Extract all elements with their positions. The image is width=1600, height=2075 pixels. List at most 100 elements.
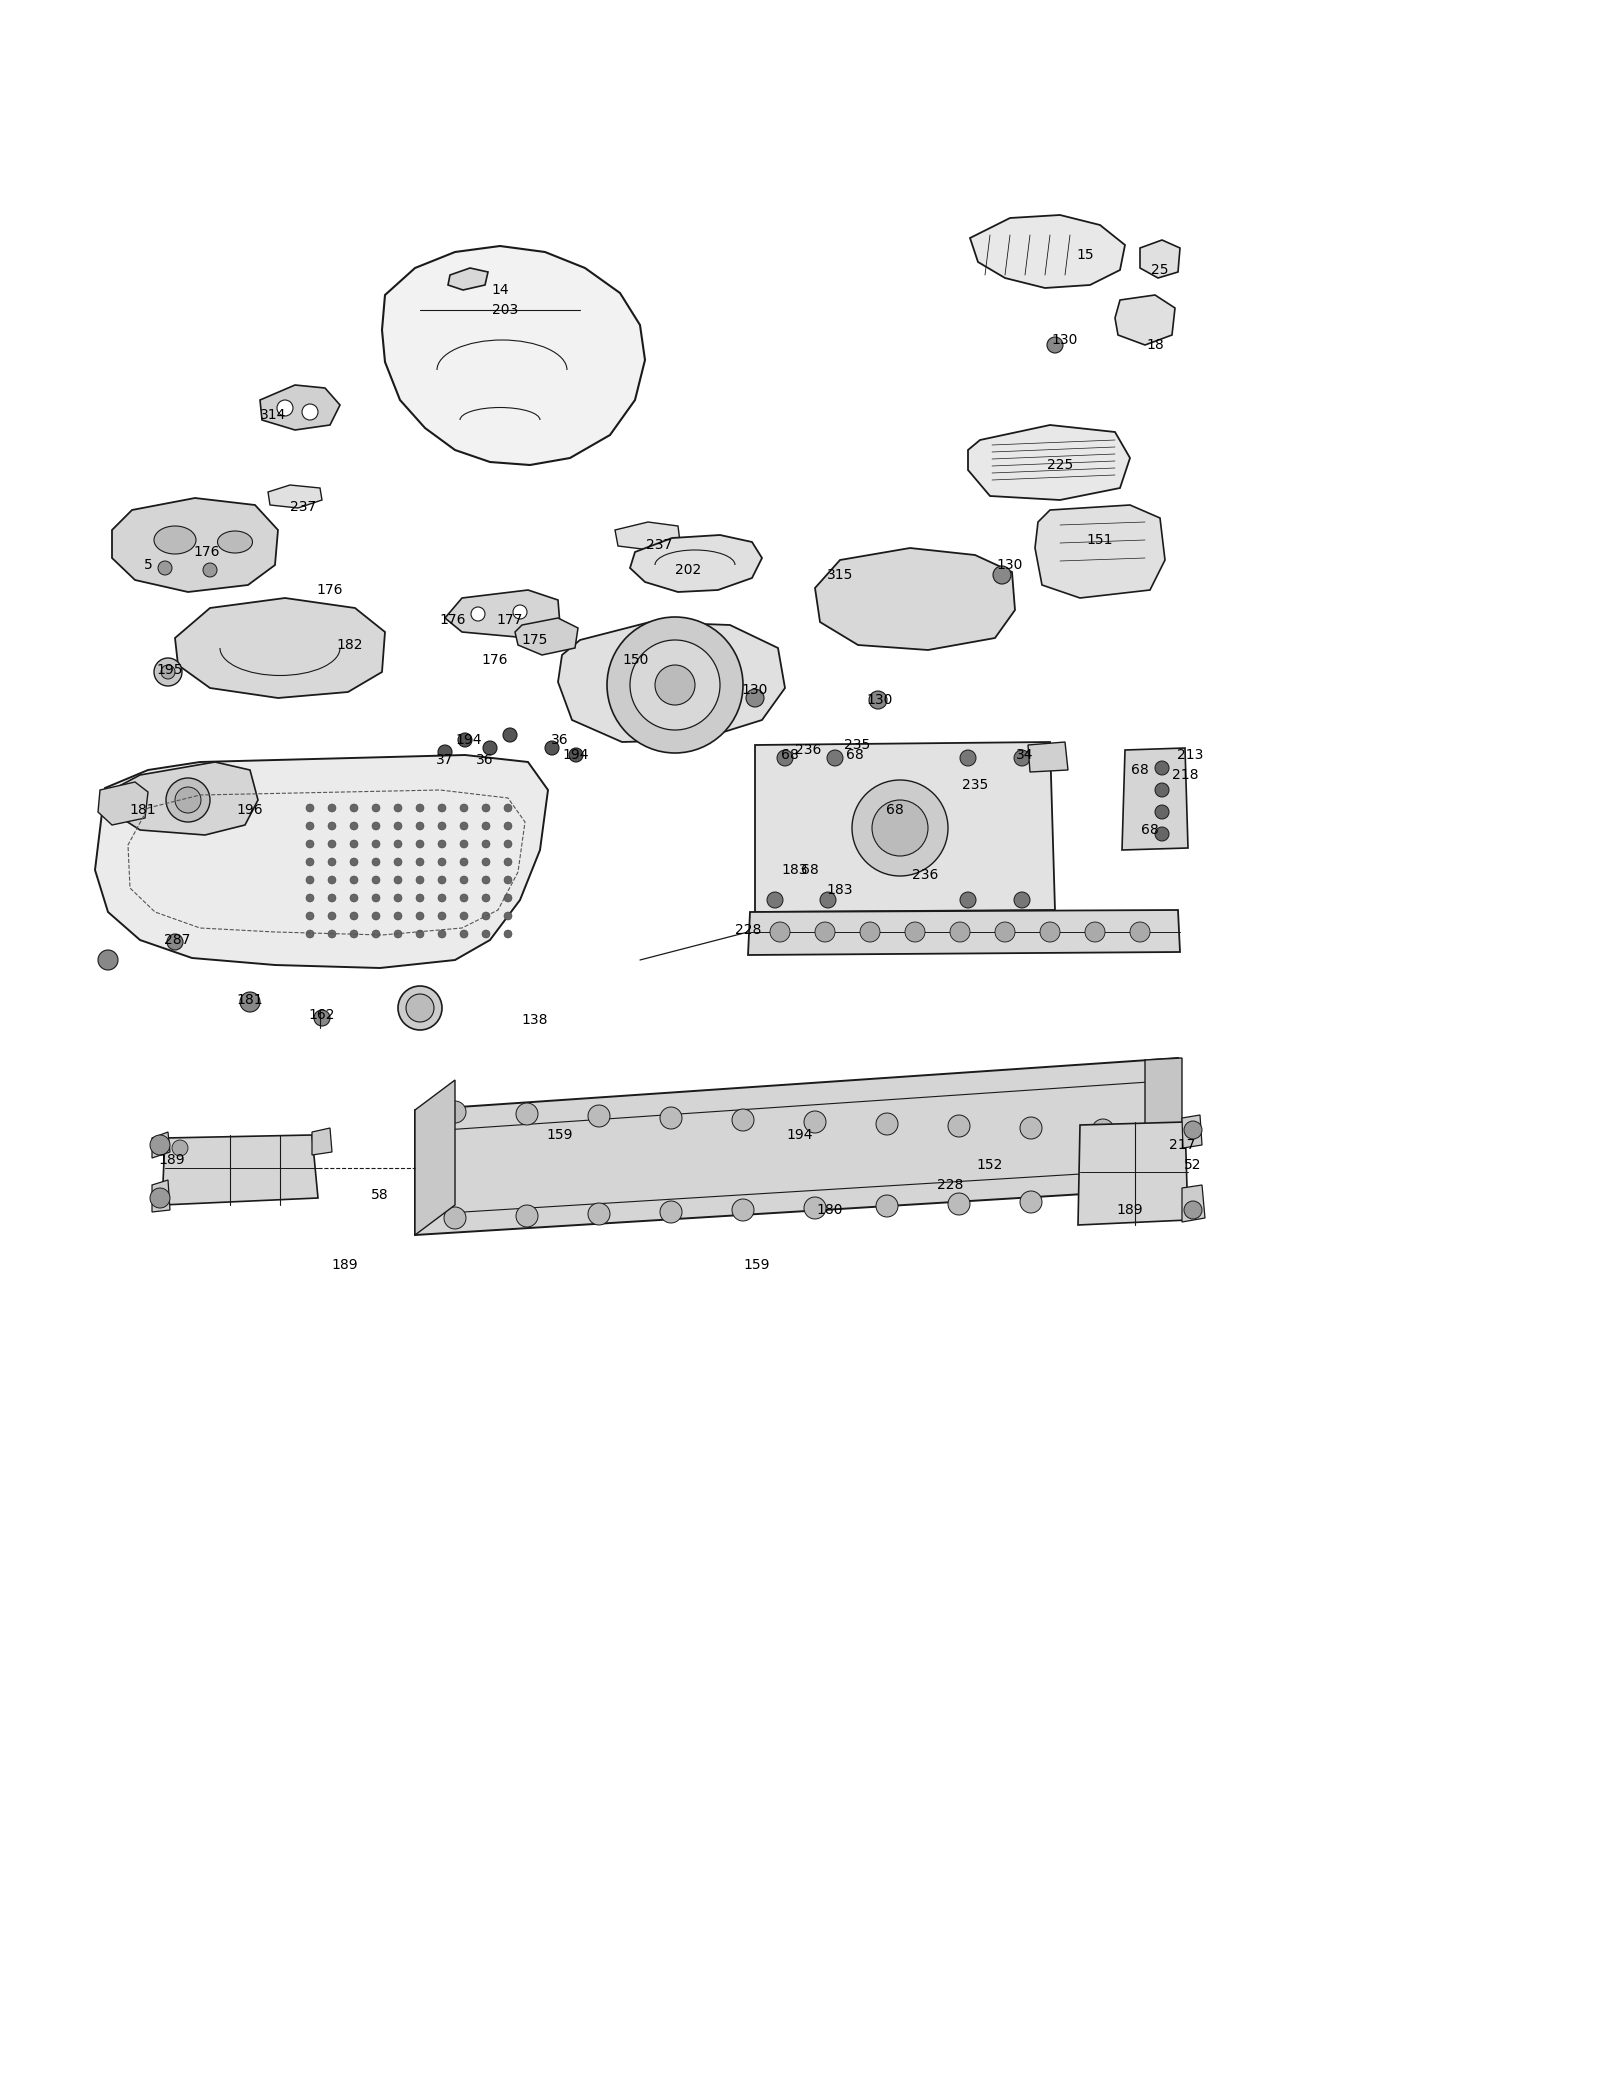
Circle shape [438, 803, 446, 811]
Polygon shape [162, 1135, 318, 1206]
Circle shape [1155, 762, 1170, 774]
Circle shape [778, 749, 794, 766]
Circle shape [416, 913, 424, 919]
Text: 68: 68 [802, 863, 819, 878]
Polygon shape [312, 1129, 333, 1156]
Circle shape [827, 749, 843, 766]
Circle shape [461, 803, 467, 811]
Text: 225: 225 [1046, 459, 1074, 471]
Text: 68: 68 [1131, 764, 1149, 776]
Circle shape [438, 876, 446, 884]
Text: 5: 5 [144, 558, 152, 573]
Polygon shape [1122, 747, 1187, 851]
Circle shape [371, 913, 381, 919]
Circle shape [398, 986, 442, 1029]
Circle shape [394, 876, 402, 884]
Circle shape [328, 913, 336, 919]
Circle shape [1021, 1116, 1042, 1139]
Circle shape [504, 840, 512, 849]
Circle shape [277, 400, 293, 415]
Text: 36: 36 [477, 753, 494, 768]
Polygon shape [269, 486, 322, 508]
Text: 183: 183 [782, 863, 808, 878]
Text: 15: 15 [1077, 249, 1094, 261]
Text: 195: 195 [157, 664, 184, 676]
Circle shape [371, 857, 381, 865]
Polygon shape [109, 762, 258, 834]
Text: 68: 68 [846, 747, 864, 762]
Circle shape [306, 930, 314, 938]
Circle shape [416, 930, 424, 938]
Text: 162: 162 [309, 1008, 336, 1023]
Circle shape [416, 876, 424, 884]
Polygon shape [152, 1133, 170, 1158]
Circle shape [445, 1208, 466, 1228]
Circle shape [482, 822, 490, 830]
Text: 194: 194 [563, 747, 589, 762]
Text: 176: 176 [317, 583, 344, 598]
Polygon shape [749, 911, 1181, 954]
Circle shape [746, 689, 765, 708]
Circle shape [203, 562, 218, 577]
Polygon shape [1035, 504, 1165, 598]
Polygon shape [382, 247, 645, 465]
Polygon shape [152, 1181, 170, 1212]
Circle shape [630, 639, 720, 730]
Circle shape [606, 616, 742, 753]
Circle shape [306, 913, 314, 919]
Circle shape [371, 876, 381, 884]
Circle shape [960, 749, 976, 766]
Polygon shape [1078, 1123, 1187, 1224]
Circle shape [416, 840, 424, 849]
Text: 175: 175 [522, 633, 549, 647]
Circle shape [483, 741, 498, 755]
Circle shape [314, 1011, 330, 1025]
Text: 58: 58 [371, 1189, 389, 1201]
Circle shape [416, 894, 424, 903]
Circle shape [995, 921, 1014, 942]
Circle shape [1184, 1120, 1202, 1139]
Circle shape [174, 786, 202, 813]
Polygon shape [968, 425, 1130, 500]
Text: 68: 68 [886, 803, 904, 818]
Circle shape [416, 803, 424, 811]
Text: 138: 138 [522, 1013, 549, 1027]
Text: 235: 235 [843, 739, 870, 751]
Polygon shape [445, 589, 560, 637]
Circle shape [416, 822, 424, 830]
Circle shape [416, 857, 424, 865]
Circle shape [166, 778, 210, 822]
Text: 37: 37 [437, 753, 454, 768]
Circle shape [461, 840, 467, 849]
Text: 314: 314 [259, 409, 286, 421]
Circle shape [872, 801, 928, 857]
Text: 217: 217 [1170, 1137, 1195, 1152]
Text: 228: 228 [938, 1179, 963, 1191]
Circle shape [1184, 1201, 1202, 1218]
Text: 194: 194 [787, 1129, 813, 1141]
Circle shape [98, 950, 118, 969]
Text: 152: 152 [978, 1158, 1003, 1172]
Circle shape [350, 930, 358, 938]
Circle shape [482, 857, 490, 865]
Circle shape [515, 1206, 538, 1226]
Circle shape [504, 857, 512, 865]
Text: 202: 202 [675, 562, 701, 577]
Polygon shape [614, 523, 680, 550]
Circle shape [502, 728, 517, 743]
Circle shape [442, 762, 454, 774]
Text: 159: 159 [547, 1129, 573, 1141]
Circle shape [350, 894, 358, 903]
Circle shape [306, 857, 314, 865]
Polygon shape [970, 216, 1125, 288]
Circle shape [306, 803, 314, 811]
Text: 189: 189 [158, 1154, 186, 1166]
Circle shape [733, 1199, 754, 1220]
Text: 203: 203 [491, 303, 518, 317]
Circle shape [461, 930, 467, 938]
Circle shape [371, 930, 381, 938]
Text: 68: 68 [781, 747, 798, 762]
Text: 196: 196 [237, 803, 264, 818]
Circle shape [861, 921, 880, 942]
Ellipse shape [154, 525, 195, 554]
